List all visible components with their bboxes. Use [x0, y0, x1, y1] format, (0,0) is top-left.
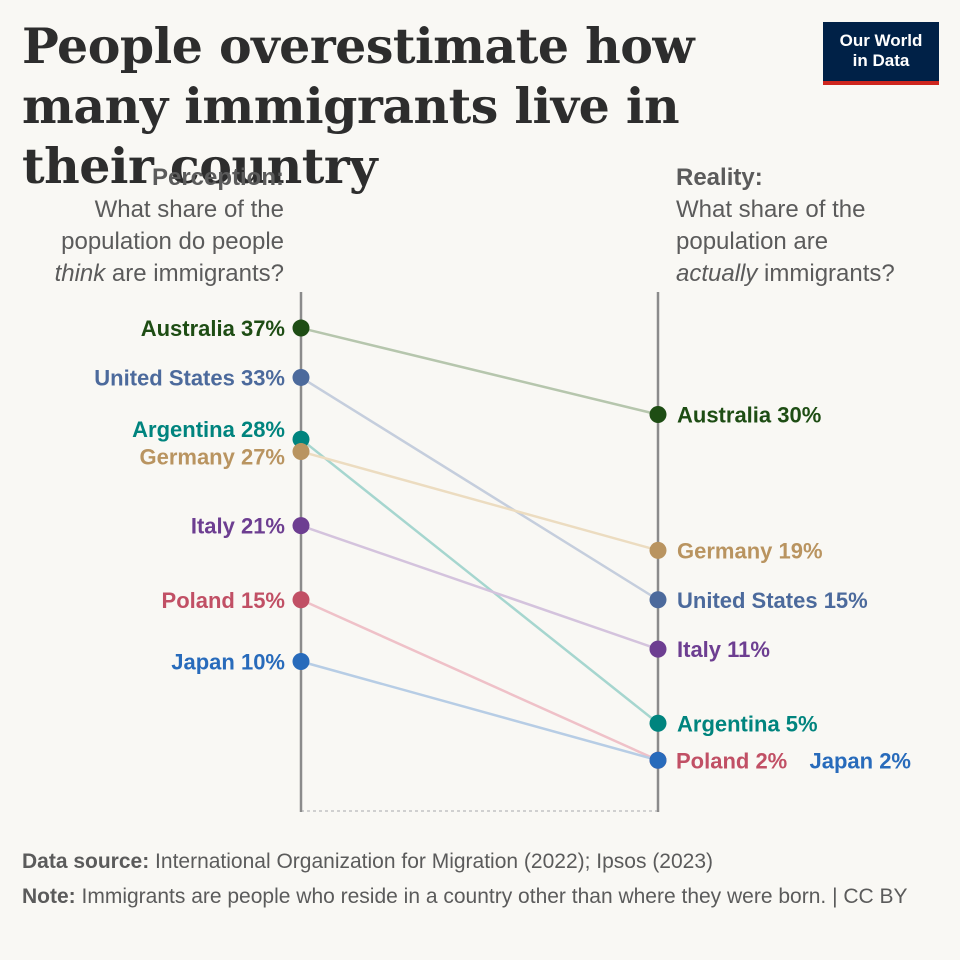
data-source-text: International Organization for Migration…: [149, 850, 714, 873]
point-perception-germany: [292, 443, 310, 461]
reality-question-line-3: actually immigrants?: [676, 258, 956, 290]
slope-line-australia: [300, 326, 659, 416]
data-source-label: Data source:: [22, 850, 150, 873]
label-reality-japan: Japan 2%: [810, 748, 912, 773]
label-perception-japan: Japan 10%: [171, 650, 285, 675]
note: Note: Immigrants are people who reside i…: [22, 881, 932, 912]
note-label: Note:: [22, 885, 76, 908]
logo-line-1: Our World: [839, 31, 923, 50]
perception-question-line-2: population do people: [61, 228, 284, 255]
slope-line-italy: [300, 524, 659, 651]
reality-label: Reality:: [676, 164, 763, 191]
slope-line-japan: [300, 660, 659, 762]
label-perception-australia: Australia 37%: [141, 316, 285, 341]
reality-question-rest: immigrants?: [757, 260, 895, 287]
slope-line-argentina: [300, 438, 659, 725]
label-reality-italy: Italy 11%: [677, 637, 770, 662]
label-reality-argentina: Argentina 5%: [677, 711, 818, 736]
point-perception-poland: [292, 591, 310, 609]
label-reality-germany: Germany 19%: [677, 538, 823, 563]
point-perception-argentina: [292, 430, 310, 448]
point-reality-argentina: [649, 714, 667, 732]
reality-header: Reality: What share of the population ar…: [676, 162, 956, 290]
point-reality-united-states: [649, 591, 667, 609]
point-reality-germany: [649, 541, 667, 559]
point-reality-australia: [649, 406, 667, 423]
point-reality-japan: [649, 751, 667, 769]
point-reality-italy: [649, 640, 667, 658]
point-perception-japan: [292, 653, 310, 670]
chart-title: People overestimate how many immigrants …: [22, 17, 695, 195]
perception-header: Perception: What share of the population…: [4, 162, 284, 290]
label-reality-united-states: United States 15%: [677, 588, 868, 613]
perception-label: Perception:: [151, 164, 284, 191]
label-reality-australia: Australia 30%: [677, 403, 821, 428]
reality-question-line-2: population are: [676, 228, 829, 255]
label-perception-argentina: Argentina 28%: [132, 417, 285, 442]
point-perception-united-states: [292, 368, 310, 386]
slope-line-germany: [300, 450, 659, 552]
slope-line-poland: [300, 598, 659, 762]
perception-question-line-1: What share of the: [94, 196, 284, 223]
point-perception-italy: [292, 517, 310, 535]
label-reality-poland: Poland 2%: [676, 748, 787, 773]
reality-question-line-1: What share of the: [676, 196, 866, 223]
logo-line-2: in Data: [852, 51, 910, 70]
label-perception-poland: Poland 15%: [162, 588, 285, 613]
label-perception-germany: Germany 27%: [139, 445, 285, 470]
perception-question-line-3: think are immigrants?: [4, 258, 284, 290]
data-source: Data source: International Organization …: [22, 846, 932, 877]
note-text: Immigrants are people who reside in a co…: [75, 885, 908, 908]
point-perception-australia: [292, 319, 310, 337]
reality-emphasis: actually: [676, 260, 758, 287]
label-perception-united-states: United States 33%: [94, 365, 285, 390]
footer: Data source: International Organization …: [22, 846, 932, 916]
label-perception-italy: Italy 21%: [191, 514, 285, 539]
slope-line-united-states: [300, 376, 659, 601]
perception-emphasis: think: [54, 260, 106, 287]
perception-question-rest: are immigrants?: [105, 260, 284, 287]
owid-logo[interactable]: Our World in Data: [823, 22, 939, 85]
